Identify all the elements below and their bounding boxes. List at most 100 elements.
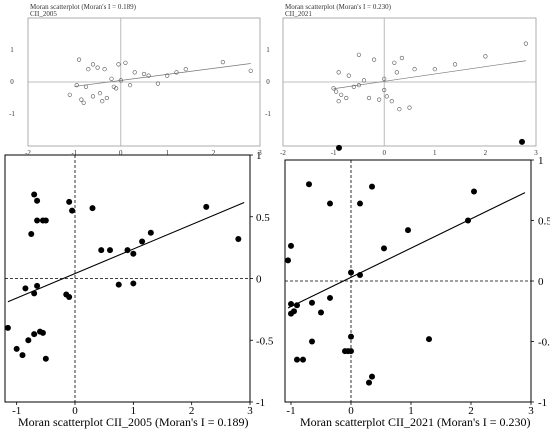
data-point bbox=[407, 105, 412, 110]
data-point bbox=[371, 57, 377, 62]
data-point bbox=[124, 247, 131, 254]
data-point bbox=[98, 247, 105, 254]
data-point bbox=[155, 81, 161, 86]
x-tick-label: 0 bbox=[72, 405, 78, 417]
data-point bbox=[132, 70, 137, 75]
panel-top-right: Moran scatterplot (Moran's I = 0.230) CI… bbox=[265, 3, 538, 157]
data-point bbox=[203, 203, 210, 210]
data-point bbox=[76, 57, 82, 62]
data-point bbox=[523, 41, 528, 46]
data-point bbox=[357, 271, 363, 278]
data-point bbox=[115, 281, 122, 288]
data-point bbox=[116, 62, 121, 67]
data-point bbox=[248, 68, 253, 73]
regression-line bbox=[333, 60, 526, 90]
data-point bbox=[31, 331, 38, 338]
data-point bbox=[336, 99, 341, 104]
x-tick-label: -1 bbox=[71, 149, 77, 157]
panel-0-subtitle: CII_2005 bbox=[30, 10, 57, 18]
data-point bbox=[42, 355, 49, 362]
data-point bbox=[369, 373, 375, 380]
data-point bbox=[344, 95, 349, 101]
y-tick-label: -1 bbox=[538, 397, 547, 409]
panel-top-left: Moran scatterplot (Moran's I = 0.189) CI… bbox=[9, 3, 262, 157]
data-point bbox=[519, 138, 525, 145]
y-tick-label: 0 bbox=[266, 78, 270, 86]
y-tick-label: 0.5 bbox=[256, 212, 270, 224]
data-point bbox=[102, 67, 107, 72]
data-point bbox=[139, 238, 146, 245]
data-point bbox=[66, 294, 73, 301]
data-point bbox=[66, 198, 73, 205]
x-tick-label: -2 bbox=[25, 149, 31, 157]
data-point bbox=[34, 217, 41, 224]
data-point bbox=[34, 197, 41, 204]
x-tick-label: 0 bbox=[119, 149, 123, 157]
x-tick-label: 1 bbox=[165, 149, 169, 157]
data-point bbox=[366, 379, 372, 386]
y-tick-label: 0 bbox=[538, 276, 544, 288]
data-point bbox=[4, 324, 11, 331]
panel-0-title: Moran scatterplot (Moran's I = 0.189) bbox=[30, 3, 137, 11]
data-point bbox=[90, 62, 96, 67]
data-point bbox=[348, 333, 354, 340]
data-point bbox=[89, 205, 96, 212]
data-point bbox=[381, 245, 387, 252]
y-tick-label: 0.5 bbox=[538, 216, 550, 228]
data-point bbox=[318, 309, 324, 316]
data-point bbox=[95, 65, 100, 70]
panel-1-subtitle: CII_2021 bbox=[285, 10, 312, 18]
x-tick-label: 1 bbox=[408, 405, 414, 417]
data-point bbox=[426, 336, 432, 343]
data-point bbox=[67, 92, 72, 97]
data-point bbox=[346, 73, 351, 78]
data-point bbox=[432, 67, 437, 72]
data-point bbox=[130, 280, 137, 287]
data-point bbox=[86, 67, 91, 72]
data-point bbox=[288, 242, 294, 249]
data-point bbox=[31, 290, 38, 297]
data-point bbox=[235, 235, 242, 242]
data-point bbox=[109, 76, 114, 81]
data-point bbox=[114, 86, 119, 91]
data-point bbox=[483, 54, 488, 59]
y-tick-label: -1 bbox=[256, 397, 265, 409]
regression-line bbox=[287, 192, 526, 309]
data-point bbox=[357, 200, 363, 207]
data-point bbox=[288, 300, 294, 307]
data-point bbox=[389, 99, 394, 104]
data-point bbox=[107, 247, 113, 254]
data-point bbox=[339, 92, 344, 97]
data-point bbox=[331, 86, 336, 91]
data-point bbox=[356, 52, 362, 57]
y-tick-label: -0.5 bbox=[538, 337, 550, 349]
data-point bbox=[471, 188, 477, 195]
data-point bbox=[79, 97, 84, 102]
x-tick-label: 0 bbox=[382, 149, 386, 157]
x-tick-label: -2 bbox=[280, 149, 286, 157]
y-tick-label: 0 bbox=[256, 274, 262, 286]
data-point bbox=[100, 99, 105, 104]
data-point bbox=[220, 60, 225, 65]
data-point bbox=[146, 73, 151, 78]
data-point bbox=[74, 83, 79, 88]
data-point bbox=[22, 285, 29, 292]
x-tick-label: 3 bbox=[528, 405, 534, 417]
data-point bbox=[377, 97, 382, 102]
y-tick-label: -0.5 bbox=[256, 335, 274, 347]
data-point bbox=[327, 294, 333, 301]
data-point bbox=[13, 345, 20, 352]
data-point bbox=[39, 329, 46, 336]
x-tick-label: 3 bbox=[534, 149, 538, 157]
y-tick-label: 1 bbox=[10, 46, 14, 54]
data-point bbox=[81, 100, 86, 105]
data-point bbox=[369, 183, 375, 190]
data-point bbox=[90, 94, 96, 99]
data-point bbox=[309, 338, 315, 345]
data-point bbox=[127, 83, 133, 88]
y-tick-label: -1 bbox=[265, 110, 271, 118]
y-tick-label: 1 bbox=[256, 150, 262, 162]
data-point bbox=[382, 87, 387, 93]
